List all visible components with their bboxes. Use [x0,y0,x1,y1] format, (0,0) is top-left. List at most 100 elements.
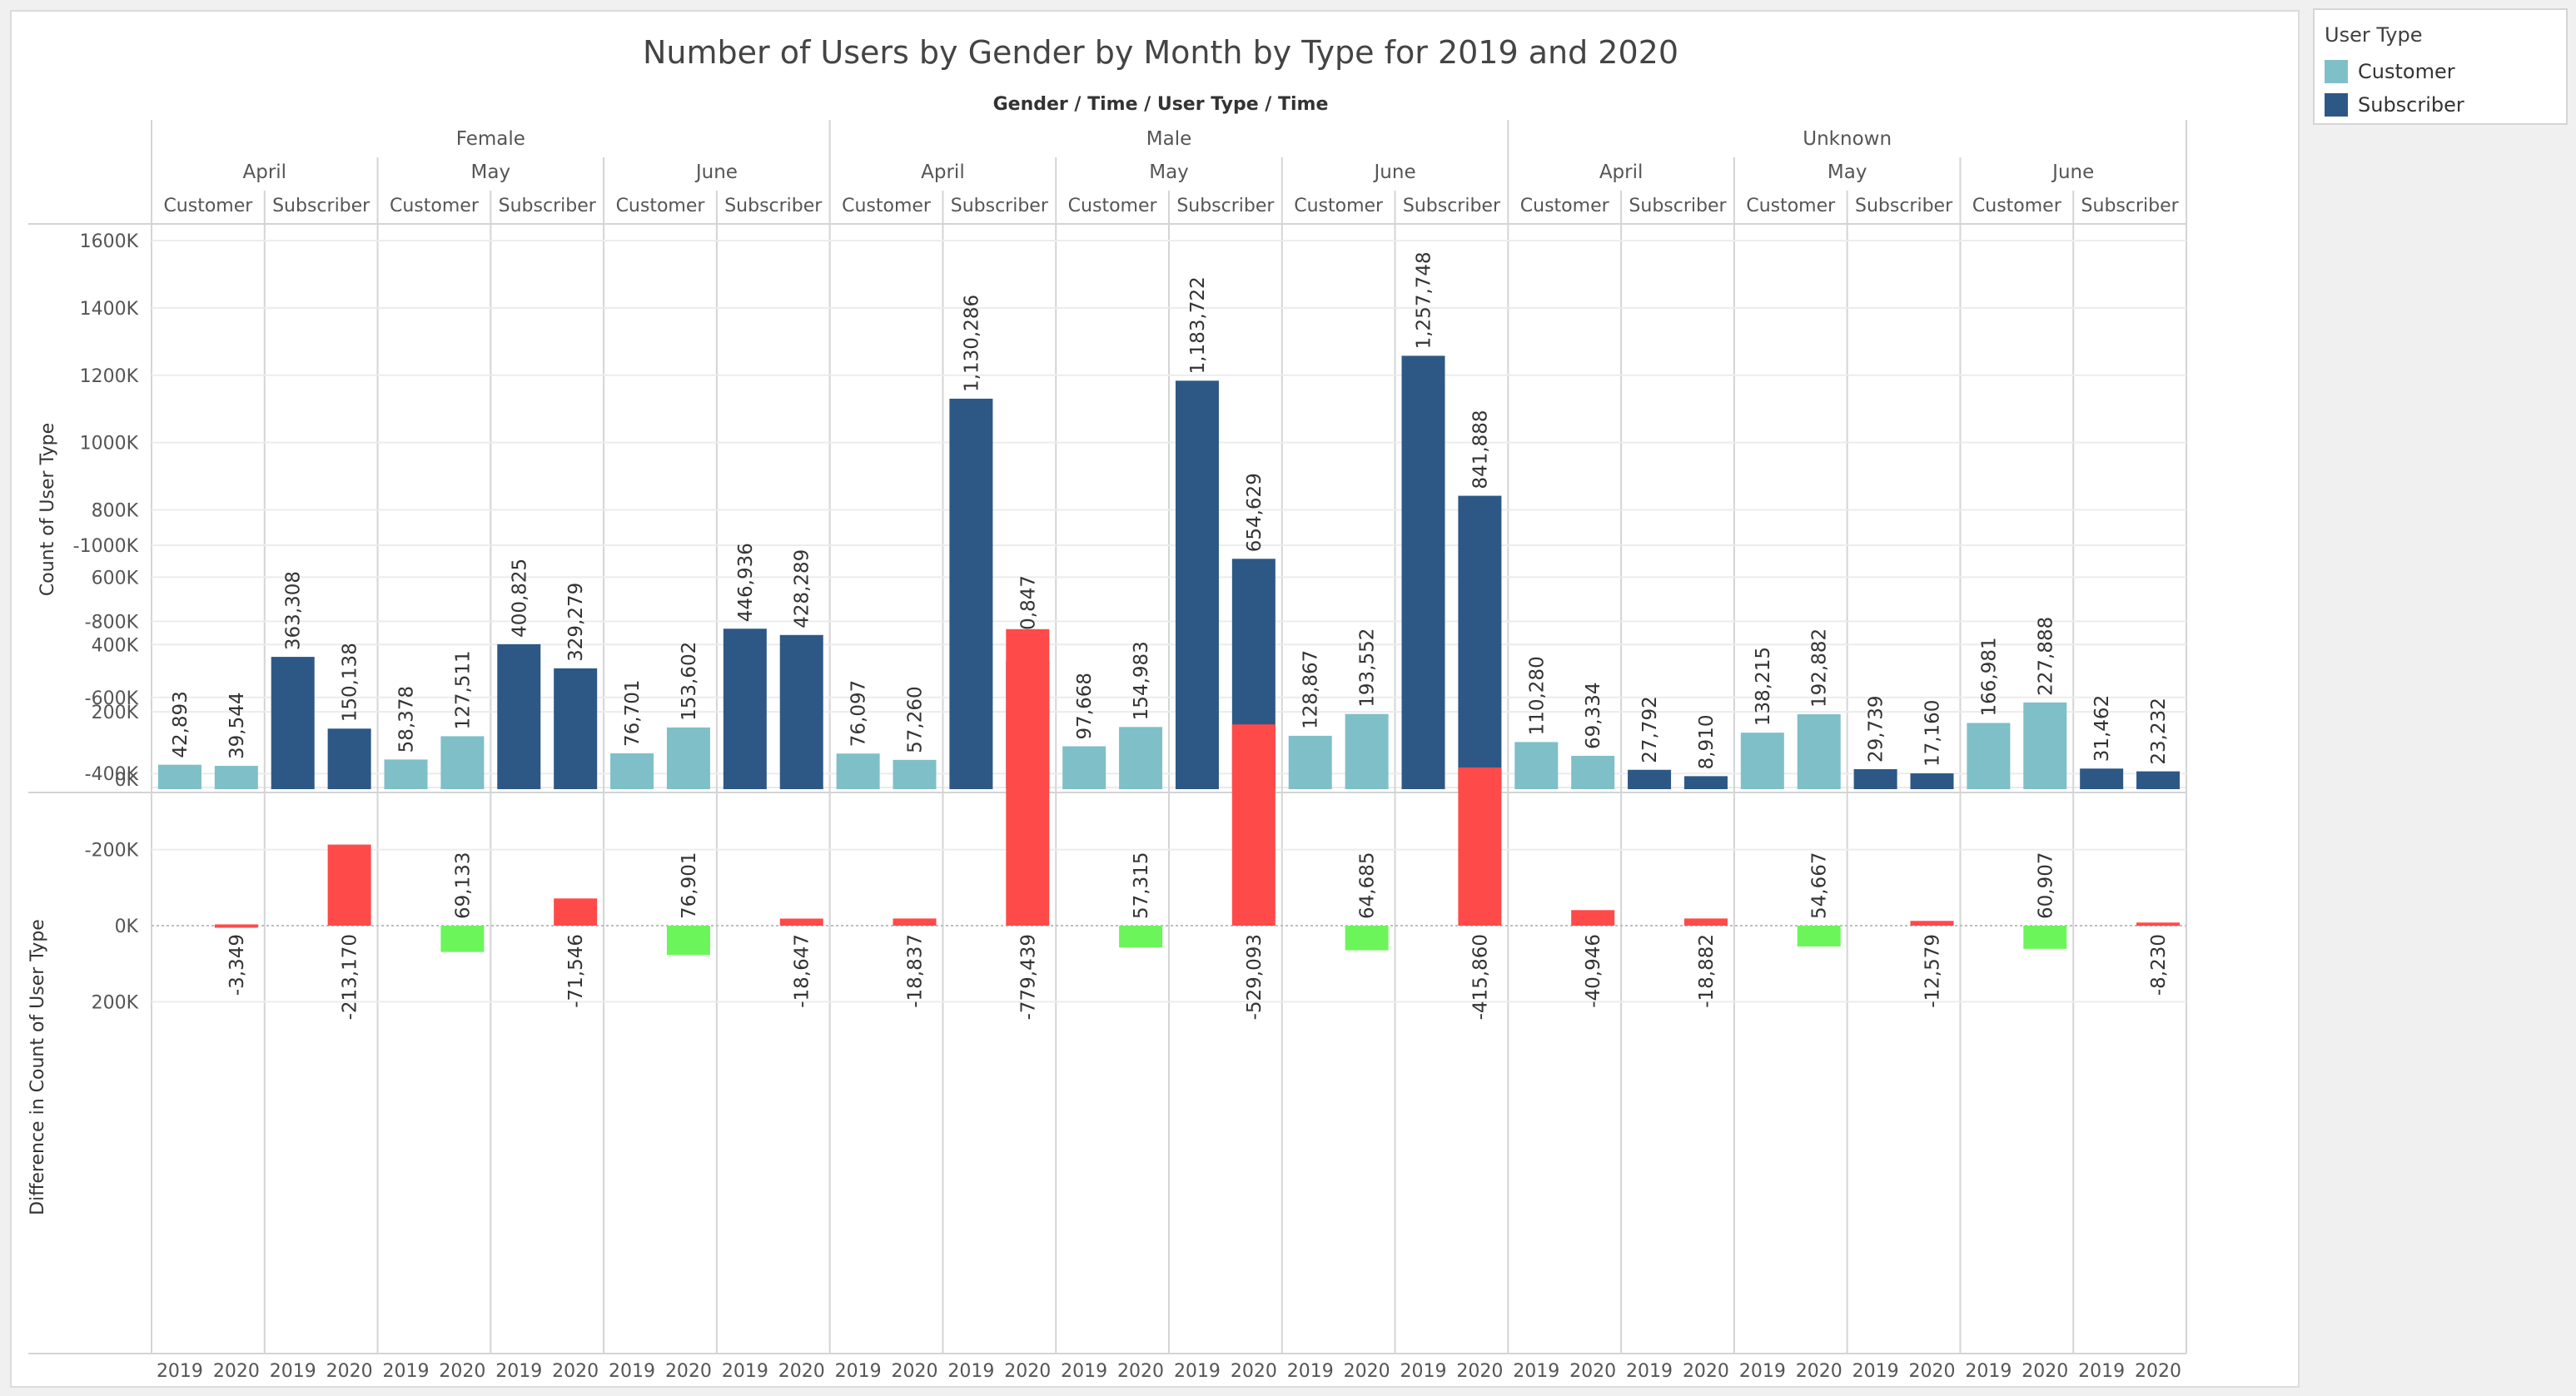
x-tick-label-year: 2020 [1796,1361,1842,1382]
bar-count [1797,714,1841,789]
bar-count [440,736,485,789]
y-tick-label: -1000K [73,536,139,557]
x-tick-label-year: 2019 [1965,1361,2012,1382]
bar-count-label: 23,232 [2148,698,2170,764]
bar-difference-label: -213,170 [340,934,361,1020]
x-tick-label-year: 2020 [665,1361,712,1382]
header-type: Subscriber [2081,196,2180,216]
bar-count-label: 841,888 [1470,410,1491,489]
header-type: Customer [1294,196,1384,216]
bar-decrease [2136,922,2181,927]
x-tick-label-year: 2019 [1061,1361,1107,1382]
x-tick-label-year: 2020 [1569,1361,1616,1382]
bar-increase [1797,926,1841,946]
bar-count-label: 27,792 [1639,696,1661,763]
legend-label-customer: Customer [2358,60,2455,83]
bar-count [271,657,315,789]
x-tick-label-year: 2019 [157,1361,203,1382]
x-tick-label-year: 2019 [947,1361,994,1382]
bar-count-label: 227,888 [2035,617,2056,696]
y-tick-label: 1400K [80,299,139,320]
bar-count [1967,723,2011,789]
bar-count-label: 76,701 [622,679,644,746]
bar-count-label: 428,289 [792,549,813,628]
y-tick-label: 200K [92,992,139,1013]
bar-count [666,727,710,789]
bar-increase [440,926,485,952]
x-tick-label-year: 2020 [1004,1361,1051,1382]
bar-difference-label: -529,093 [1244,934,1266,1020]
bar-count [2136,771,2181,789]
bar-count [1345,713,1389,789]
header-type: Subscriber [1403,196,1501,216]
bar-count [1119,727,1163,789]
legend-title: User Type [2325,23,2423,47]
y-tick-label: 0K [115,770,139,791]
x-tick-label-year: 2019 [722,1361,768,1382]
bar-count-label: 76,097 [848,680,870,747]
legend: User Type Customer Subscriber [2313,8,2568,125]
bar-count-label: 39,544 [226,693,248,759]
bar-count-label: 8,910 [1696,715,1718,770]
header-type: Subscriber [724,196,823,216]
bar-count [1062,746,1106,789]
bar-count [1514,742,1559,789]
bar-count-label: 363,308 [283,571,305,650]
bar-count-label: 193,552 [1357,628,1379,708]
bar-decrease [214,924,258,928]
bar-difference-label: 54,667 [1809,852,1831,919]
bar-count [1401,355,1445,789]
x-tick-label-year: 2019 [1513,1361,1559,1382]
bar-decrease [554,898,598,926]
bar-count [1740,733,1784,789]
bar-decrease [1910,921,1954,926]
bar-decrease [1458,767,1502,926]
header-month: June [1373,161,1416,183]
header-gender-unknown: Unknown [1803,128,1892,150]
bar-difference-label: -40,946 [1583,934,1604,1008]
header-month: May [471,161,511,183]
header-month: April [1599,161,1644,183]
bar-count-label: 138,215 [1753,647,1774,726]
x-tick-label-year: 2020 [2135,1361,2181,1382]
bar-count-label: 166,981 [1978,637,2000,716]
x-tick-label-year: 2019 [383,1361,430,1382]
y-tick-label: -600K [85,688,139,709]
y-axis-title-difference: Difference in Count of User Type [27,919,48,1215]
bar-count [384,759,428,789]
x-tick-label-year: 2019 [1287,1361,1334,1382]
bar-decrease [1006,628,1050,926]
bar-count [214,766,258,789]
y-tick-label: -200K [85,841,139,862]
bar-count [1288,735,1332,789]
header-caption: Gender / Time / User Type / Time [993,94,1329,115]
bar-difference-label: -18,882 [1696,934,1718,1008]
y-tick-label: 400K [92,635,139,656]
bar-increase [1119,926,1163,948]
bar-count-label: 150,138 [340,643,361,722]
legend-swatch-customer [2325,60,2348,83]
bar-count [554,668,598,789]
header-month: June [2051,161,2094,183]
x-tick-label-year: 2020 [439,1361,485,1382]
bar-count [1571,755,1615,789]
bar-count-label: 1,183,722 [1187,276,1209,374]
bar-count-label: 29,739 [1866,695,1887,762]
header-type: Subscriber [1855,196,1953,216]
bar-count [1683,776,1728,789]
bar-count [497,643,541,789]
bar-decrease [1571,910,1615,926]
header-type: Customer [842,196,932,216]
bar-count [1910,773,1954,789]
chart-pane: Number of Users by Gender by Month by Ty… [10,10,2300,1388]
x-tick-label-year: 2019 [1852,1361,1899,1382]
x-tick-label-year: 2020 [892,1361,938,1382]
bar-count [1628,769,1672,789]
bar-difference-label: -3,349 [226,934,248,996]
header-gender-male: Male [1146,128,1191,150]
y-tick-label: 600K [92,568,139,589]
x-tick-label-year: 2020 [213,1361,260,1382]
bar-count-label: 154,983 [1131,641,1152,720]
y-tick-label: 200K [92,703,139,723]
header-month: May [1828,161,1867,183]
